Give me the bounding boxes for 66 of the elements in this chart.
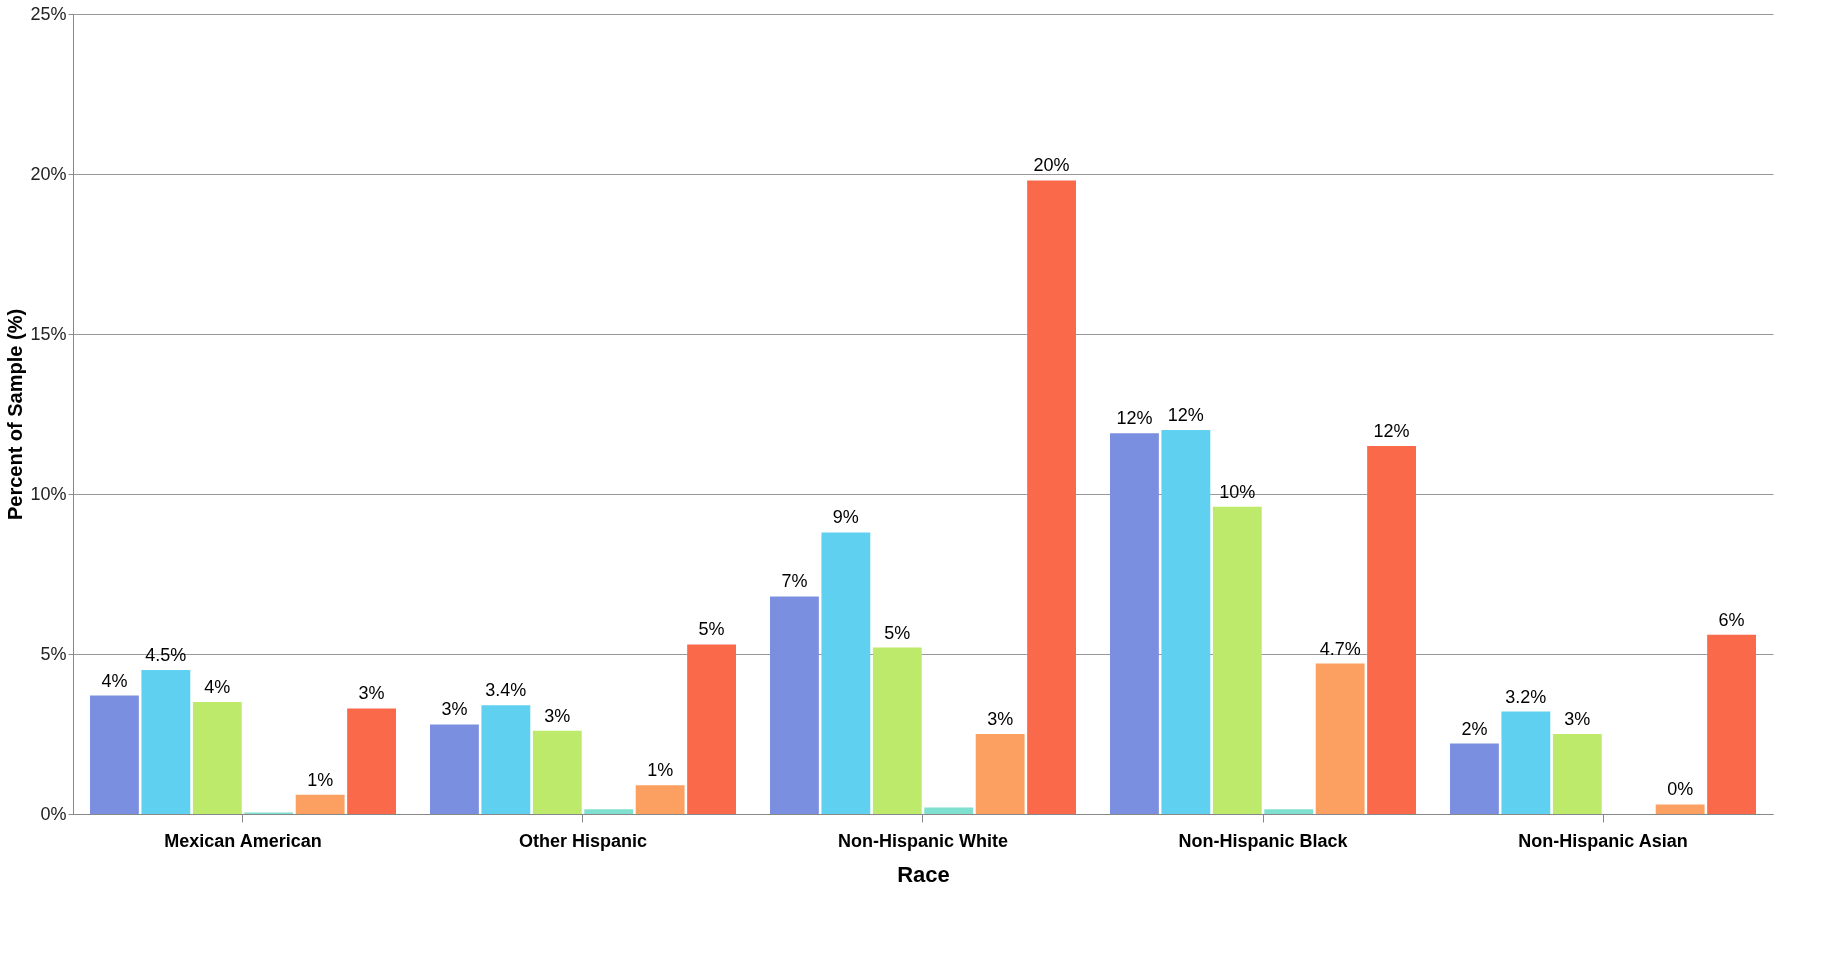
data-label: 3% (987, 709, 1014, 729)
bar (90, 695, 139, 814)
bar (1212, 506, 1262, 814)
bar (1264, 809, 1314, 814)
bar (430, 724, 479, 814)
bar (687, 644, 736, 814)
y-tick-label: 10% (30, 483, 67, 504)
bar (821, 532, 871, 814)
data-label: 4.5% (145, 645, 187, 665)
bar (1315, 663, 1365, 814)
bar (481, 705, 531, 814)
data-label: 20% (1033, 155, 1070, 176)
x-tick-label: Non-Hispanic White (838, 830, 1008, 851)
x-axis-title: Race (897, 861, 950, 887)
bar (1501, 711, 1551, 814)
bar (924, 807, 974, 814)
data-label: 3% (1564, 709, 1591, 729)
bar (1450, 743, 1499, 814)
data-label: 6% (1718, 609, 1745, 630)
bar (1655, 804, 1705, 814)
data-label: 3% (544, 705, 571, 726)
y-tick-label: 25% (30, 3, 67, 24)
data-label: 3% (441, 699, 468, 720)
y-tick-label: 5% (40, 643, 67, 664)
data-label: 4.7% (1319, 638, 1361, 659)
bar (635, 785, 685, 814)
data-label: 10% (1219, 481, 1256, 502)
data-label: 9% (832, 507, 859, 528)
x-tick-label: Mexican American (164, 830, 322, 851)
y-tick-label: 20% (30, 163, 67, 184)
y-axis-title: Percent of Sample (%) (4, 308, 27, 521)
x-tick-label: Other Hispanic (518, 830, 648, 851)
bar (347, 708, 396, 814)
bar (1110, 433, 1159, 814)
bar (141, 670, 191, 814)
data-label: 5% (698, 619, 725, 640)
data-label: 12% (1116, 408, 1153, 429)
data-label: 2% (1461, 718, 1488, 739)
data-label: 3% (358, 683, 385, 704)
data-label: 12% (1167, 405, 1204, 425)
y-tick-label: 15% (30, 323, 67, 344)
data-label: 5% (884, 622, 911, 643)
bar (1367, 446, 1416, 814)
y-tick-label: 0% (40, 803, 67, 824)
bar (1161, 430, 1211, 814)
bar (975, 734, 1025, 814)
data-label: 4% (101, 670, 128, 691)
x-tick-label: Non-Hispanic Black (1178, 830, 1349, 851)
bar (532, 730, 582, 814)
bar (872, 647, 922, 814)
bar (584, 809, 634, 814)
bar (192, 702, 242, 814)
bar (1027, 180, 1076, 814)
bar (1707, 634, 1756, 814)
bar (770, 596, 819, 814)
data-label: 4% (204, 677, 231, 697)
data-label: 3.2% (1505, 686, 1547, 707)
bar (1552, 734, 1602, 814)
x-tick-label: Non-Hispanic Asian (1518, 830, 1688, 851)
data-label: 12% (1373, 421, 1410, 441)
bar (295, 794, 345, 814)
data-label: 3.4% (485, 680, 527, 701)
data-label: 1% (307, 769, 334, 790)
data-label: 0% (1667, 779, 1694, 800)
data-label: 7% (781, 571, 808, 592)
data-label: 1% (647, 760, 674, 781)
